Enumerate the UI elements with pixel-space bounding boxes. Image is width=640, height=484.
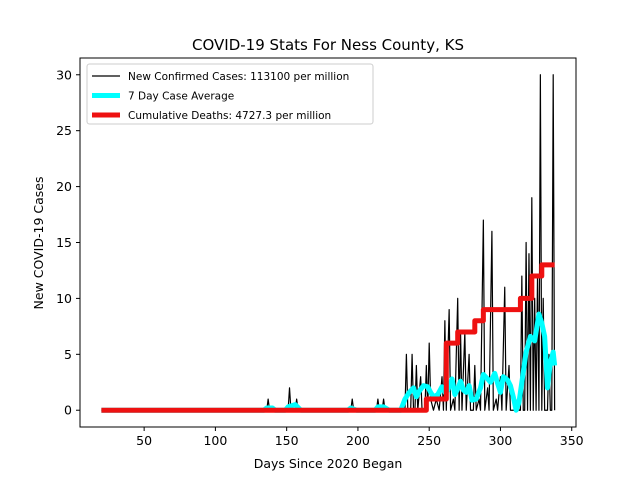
y-tick-label: 30 [56, 67, 72, 82]
y-tick-label: 10 [56, 291, 72, 306]
legend-box [86, 63, 374, 125]
series-line-cumulative-deaths [101, 262, 555, 413]
y-tick-label: 0 [64, 403, 72, 418]
y-tick-label: 15 [56, 235, 72, 250]
x-tick-label: 350 [560, 433, 584, 448]
chart-title: COVID-19 Stats For Ness County, KS [192, 36, 464, 54]
y-tick-label: 5 [64, 347, 72, 362]
x-tick-label: 250 [417, 433, 441, 448]
plot-area [101, 74, 558, 413]
y-axis-label: New COVID-19 Cases [31, 177, 46, 310]
y-tick-label: 20 [56, 179, 72, 194]
x-tick-label: 150 [275, 433, 299, 448]
axes: 50 100 150 200 250 300 350 0 5 10 15 20 25 30 [56, 57, 584, 448]
x-tick-label: 200 [346, 433, 370, 448]
x-axis-label: Days Since 2020 Began [254, 456, 403, 471]
legend-label-cumulative-deaths: Cumulative Deaths: 4727.3 per million [128, 110, 331, 122]
legend: New Confirmed Cases: 113100 per million 7… [86, 63, 374, 125]
legend-label-new-cases: New Confirmed Cases: 113100 per million [128, 71, 349, 83]
x-tick-label: 100 [203, 433, 227, 448]
legend-label-7-day-average: 7 Day Case Average [128, 91, 234, 103]
x-tick-label: 300 [489, 433, 513, 448]
x-tick-label: 50 [136, 433, 152, 448]
y-tick-label: 25 [56, 123, 72, 138]
